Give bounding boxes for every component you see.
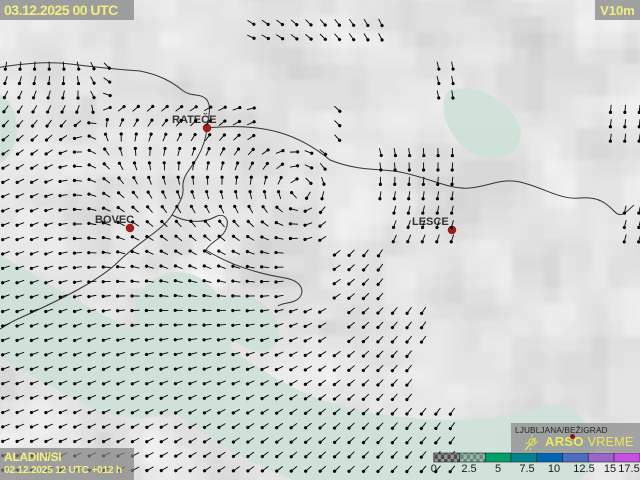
- svg-text:10: 10: [548, 463, 560, 475]
- svg-text:5: 5: [495, 463, 501, 475]
- svg-text:7.5: 7.5: [519, 463, 534, 475]
- svg-text:12.5: 12.5: [573, 463, 594, 475]
- svg-text:15: 15: [604, 463, 616, 475]
- svg-text:0: 0: [431, 463, 437, 475]
- svg-text:2.5: 2.5: [461, 463, 476, 475]
- svg-text:17.5: 17.5: [618, 463, 639, 475]
